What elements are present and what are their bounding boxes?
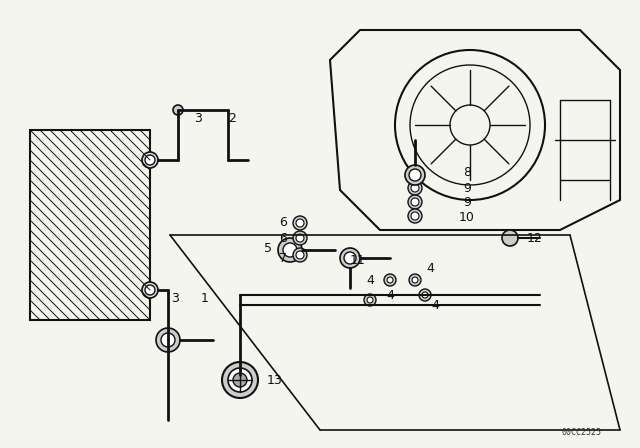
Circle shape — [405, 165, 425, 185]
Circle shape — [384, 274, 396, 286]
Text: 2: 2 — [228, 112, 236, 125]
Circle shape — [296, 234, 304, 242]
Text: 11: 11 — [350, 254, 366, 267]
Circle shape — [411, 184, 419, 192]
Text: 7: 7 — [279, 251, 287, 264]
Text: 4: 4 — [366, 273, 374, 287]
Circle shape — [296, 219, 304, 227]
Circle shape — [173, 105, 183, 115]
Circle shape — [228, 368, 252, 392]
Circle shape — [422, 292, 428, 298]
Circle shape — [408, 195, 422, 209]
Circle shape — [142, 152, 158, 168]
Circle shape — [367, 297, 373, 303]
Text: 00CC2525: 00CC2525 — [562, 427, 602, 436]
Text: 12: 12 — [527, 232, 543, 245]
Circle shape — [142, 282, 158, 298]
Circle shape — [156, 328, 180, 352]
Circle shape — [411, 212, 419, 220]
Text: 6: 6 — [279, 232, 287, 245]
Text: 4: 4 — [431, 298, 439, 311]
Bar — [30, 130, 150, 320]
Circle shape — [411, 198, 419, 206]
Circle shape — [409, 169, 421, 181]
Text: 3: 3 — [194, 112, 202, 125]
Circle shape — [344, 252, 356, 264]
Text: 10: 10 — [459, 211, 475, 224]
Circle shape — [409, 274, 421, 286]
Circle shape — [145, 155, 155, 165]
Text: 4: 4 — [426, 262, 434, 275]
Text: 13: 13 — [267, 374, 283, 387]
Circle shape — [293, 231, 307, 245]
Circle shape — [412, 277, 418, 283]
Circle shape — [145, 285, 155, 295]
Text: 4: 4 — [386, 289, 394, 302]
Circle shape — [161, 333, 175, 347]
Circle shape — [222, 362, 258, 398]
Text: 3: 3 — [171, 292, 179, 305]
Circle shape — [408, 209, 422, 223]
Text: 6: 6 — [279, 215, 287, 228]
Circle shape — [293, 248, 307, 262]
Circle shape — [387, 277, 393, 283]
Circle shape — [233, 373, 247, 387]
Text: 8: 8 — [463, 165, 471, 178]
Text: 9: 9 — [463, 195, 471, 208]
Circle shape — [296, 251, 304, 259]
Circle shape — [408, 181, 422, 195]
Text: 1: 1 — [201, 292, 209, 305]
Circle shape — [283, 243, 297, 257]
Text: 5: 5 — [264, 241, 272, 254]
Circle shape — [293, 216, 307, 230]
Circle shape — [340, 248, 360, 268]
Text: 9: 9 — [463, 181, 471, 194]
Circle shape — [278, 238, 302, 262]
Circle shape — [502, 230, 518, 246]
Circle shape — [364, 294, 376, 306]
Circle shape — [419, 289, 431, 301]
